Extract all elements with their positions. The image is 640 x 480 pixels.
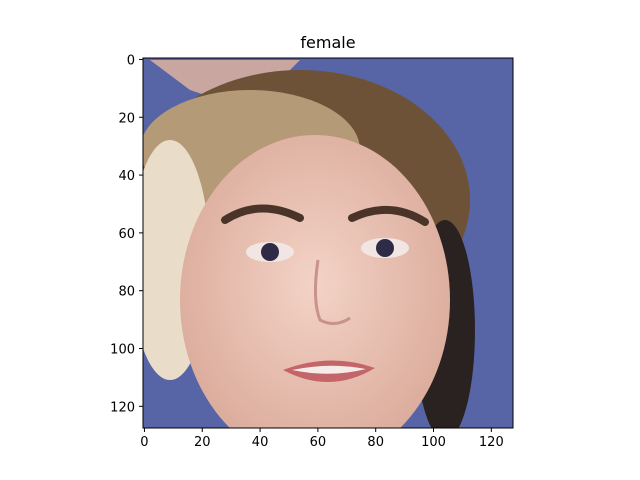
x-tick-label: 100 [421, 435, 446, 450]
y-tick-label: 120 [110, 400, 135, 415]
y-tick-label: 80 [118, 285, 135, 300]
x-tick-label: 80 [367, 435, 384, 450]
y-tick-label: 20 [118, 111, 135, 126]
x-tick-label: 120 [479, 435, 504, 450]
chart-title: female [300, 33, 355, 52]
x-tick-label: 0 [140, 435, 148, 450]
axes-frame [142, 57, 514, 429]
x-tick-label: 40 [252, 435, 269, 450]
x-tick-label: 20 [194, 435, 211, 450]
x-tick-label: 60 [310, 435, 327, 450]
y-tick-label: 100 [110, 343, 135, 358]
y-tick-label: 0 [127, 53, 135, 68]
image [143, 58, 513, 428]
y-tick-label: 60 [118, 227, 135, 242]
y-tick-label: 40 [118, 169, 135, 184]
